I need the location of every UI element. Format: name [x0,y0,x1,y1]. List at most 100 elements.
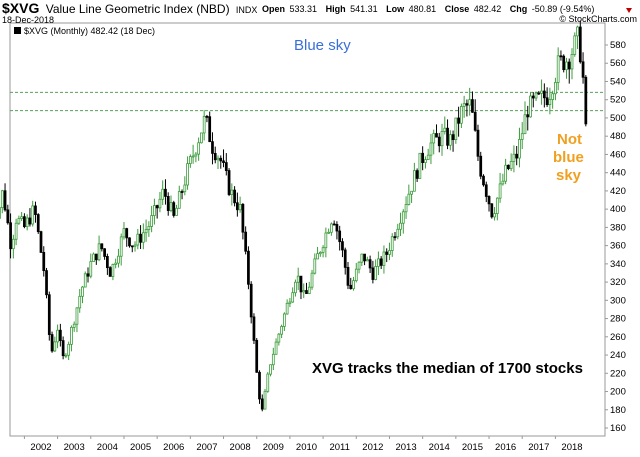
candle-body [382,251,386,266]
candle-body [354,268,358,282]
candle-body [70,326,73,345]
y-tick-label: 440 [610,168,626,179]
candle-body [520,133,524,140]
y-tick-label: 240 [610,350,626,361]
candle-body [368,259,372,269]
candle-body [349,284,353,290]
candle-body [515,153,519,159]
candle-body [128,237,131,247]
x-tick-label: 2003 [64,442,85,453]
candle-body [83,273,87,288]
x-tick-label: 2009 [263,442,284,453]
candle-body [283,313,286,327]
candle-body [581,61,585,78]
y-tick-label: 160 [610,423,626,434]
y-tick-label: 400 [610,204,626,215]
candle-body [476,129,480,157]
candle-body [457,117,460,124]
candle-body [316,253,319,260]
candle-body [407,193,411,205]
candle-body [518,139,521,159]
candle-body [302,290,306,293]
candle-body [451,134,455,141]
candle-body [584,76,588,125]
candle-body [197,142,201,155]
candle-body [540,90,543,94]
y-tick-label: 560 [610,58,626,69]
x-axis: 2002 2003 2004 2005 2006 2007 2008 2009 2010 2011… [23,436,583,453]
candle-body [415,170,419,179]
candlesticks [0,20,588,412]
x-tick-label: 2016 [495,442,516,453]
candle-body [177,191,181,209]
candle-body [50,334,54,352]
y-tick-label: 300 [610,295,626,306]
y-tick-label: 220 [610,368,626,379]
candle-body [20,216,24,219]
candle-body [460,106,463,124]
candle-body [23,216,26,228]
y-tick-label: 200 [610,387,626,398]
candle-body [235,202,239,211]
candle-body [498,183,502,199]
candle-body [252,316,256,341]
plot-area [9,22,606,437]
candle-body [260,398,264,410]
candle-body [125,228,129,239]
candle-body [501,180,505,185]
candle-body [108,267,112,277]
y-tick-label: 540 [610,76,626,87]
y-tick-label: 380 [610,222,626,233]
candle-body [255,339,259,373]
candle-body [61,340,65,357]
candle-body [523,114,527,135]
candle-body [412,170,416,192]
candle-body [399,222,402,230]
candle-body [241,203,245,233]
candle-body [548,99,552,106]
candle-body [28,217,32,225]
candle-body [360,253,364,263]
candle-body [194,153,198,157]
candle-body [507,164,510,170]
candle-body [227,170,231,195]
candle-body [352,280,355,290]
candle-body [562,55,566,71]
candle-body [263,390,267,410]
candle-body [454,117,458,141]
symbol: $XVG [2,0,39,16]
candle-body [155,205,159,209]
candle-body [465,103,469,106]
candle-body [321,247,325,253]
candle-body [363,253,366,262]
candle-body [180,191,184,193]
candle-body [432,133,436,144]
candle-body [426,154,430,161]
chart-title: $XVG Value Line Geometric Index (NBD) IN… [2,0,257,16]
candle-body [421,152,425,163]
legend-label: $XVG (Monthly) 482.42 (18 Dec) [24,26,155,36]
candle-body [468,99,472,106]
candle-body [150,215,153,227]
candle-body [495,197,499,214]
candle-body [42,252,46,272]
exchange-label: INDX [236,5,258,15]
chart-date: 18-Dec-2018 [2,15,54,25]
candle-body [554,82,557,95]
candle-body [153,205,156,216]
x-tick-label: 2010 [296,442,317,453]
candle-body [75,307,79,325]
candle-body [338,230,342,243]
annotation-not-blue-sky-1: Not [557,131,582,148]
x-tick-label: 2011 [329,442,349,453]
y-tick-label: 420 [610,186,626,197]
candle-body [371,267,375,280]
candle-body [570,54,574,70]
y-tick-label: 460 [610,149,626,160]
candle-body [45,270,48,296]
candle-body [205,115,209,118]
candle-body [567,61,571,70]
candle-body [133,244,137,247]
candle-body [141,232,145,243]
